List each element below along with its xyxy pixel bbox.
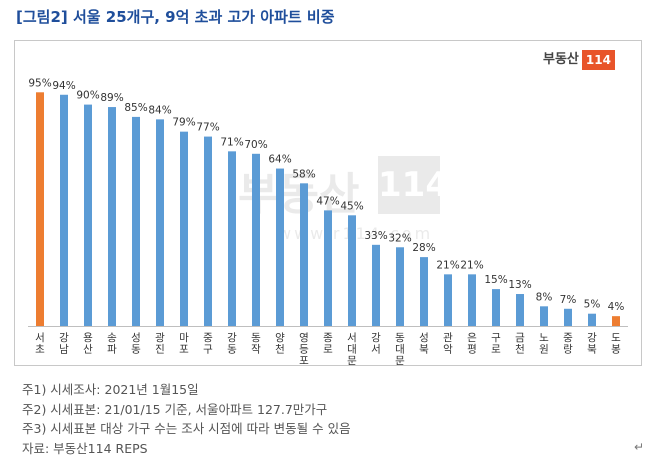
value-label-관악: 21% bbox=[436, 259, 459, 271]
logo-number: 114 bbox=[581, 50, 615, 70]
bar-중구 bbox=[204, 136, 212, 326]
value-label-성북: 28% bbox=[412, 242, 435, 254]
paragraph-mark: ↵ bbox=[634, 440, 645, 454]
value-label-은평: 21% bbox=[460, 259, 483, 271]
footnote-2: 주2) 시세표본: 21/01/15 기준, 서울아파트 127.7만가구 bbox=[22, 401, 328, 417]
bar-영등포 bbox=[300, 183, 308, 326]
chart-title: [그림2] 서울 25개구, 9억 초과 고가 아파트 비중 bbox=[16, 8, 335, 26]
bar-종로 bbox=[324, 210, 332, 326]
value-label-중구: 77% bbox=[196, 122, 219, 134]
value-label-금천: 13% bbox=[508, 279, 531, 291]
value-label-서대문: 45% bbox=[340, 200, 363, 212]
bar-마포 bbox=[180, 131, 188, 326]
bar-서대문 bbox=[348, 215, 356, 326]
bar-성동 bbox=[132, 116, 140, 327]
value-label-강북: 5% bbox=[584, 299, 601, 311]
value-label-양천: 64% bbox=[268, 154, 291, 166]
bar-강서 bbox=[372, 244, 380, 326]
bar-금천 bbox=[516, 294, 524, 326]
footnote-3: 주3) 시세표본 대상 가구 수는 조사 시점에 따라 변동될 수 있음 bbox=[22, 421, 351, 436]
value-label-도봉: 4% bbox=[608, 301, 625, 313]
brand-logo: 부동산 114 bbox=[543, 50, 615, 70]
logo-text: 부동산 bbox=[543, 52, 579, 67]
bar-도봉 bbox=[612, 316, 620, 326]
value-label-송파: 89% bbox=[100, 92, 123, 104]
value-label-용산: 90% bbox=[76, 90, 99, 102]
value-label-동작: 70% bbox=[244, 139, 267, 151]
value-label-강동: 71% bbox=[220, 136, 243, 148]
value-label-강서: 33% bbox=[364, 230, 387, 242]
value-label-종로: 47% bbox=[316, 195, 339, 207]
value-label-성동: 85% bbox=[124, 102, 147, 114]
bar-동작 bbox=[252, 153, 260, 326]
value-label-서초: 95% bbox=[28, 77, 51, 89]
bar-관악 bbox=[444, 274, 452, 326]
value-label-노원: 8% bbox=[536, 291, 553, 303]
bar-노원 bbox=[540, 306, 548, 326]
bar-강북 bbox=[588, 313, 596, 326]
bar-강동 bbox=[228, 151, 236, 326]
value-label-마포: 79% bbox=[172, 117, 195, 129]
bar-성북 bbox=[420, 257, 428, 326]
bar-송파 bbox=[108, 107, 116, 326]
bar-서초 bbox=[36, 92, 44, 326]
footnotes: 주1) 시세조사: 2021년 1월15일 주2) 시세표본: 21/01/15… bbox=[22, 380, 351, 458]
bar-용산 bbox=[84, 104, 92, 326]
value-label-동대문: 32% bbox=[388, 232, 411, 244]
value-label-광진: 84% bbox=[148, 104, 171, 116]
value-label-강남: 94% bbox=[52, 80, 75, 92]
bar-구로 bbox=[492, 289, 500, 326]
footnote-1: 주1) 시세조사: 2021년 1월15일 bbox=[22, 382, 199, 397]
bar-광진 bbox=[156, 119, 164, 326]
bar-은평 bbox=[468, 274, 476, 326]
value-label-영등포: 58% bbox=[292, 168, 315, 180]
bar-양천 bbox=[276, 168, 284, 326]
bar-동대문 bbox=[396, 247, 404, 326]
value-label-중랑: 7% bbox=[560, 294, 577, 306]
value-label-구로: 15% bbox=[484, 274, 507, 286]
bar-중랑 bbox=[564, 308, 572, 326]
bar-강남 bbox=[60, 94, 68, 326]
source-note: 자료: 부동산114 REPS bbox=[22, 440, 148, 456]
